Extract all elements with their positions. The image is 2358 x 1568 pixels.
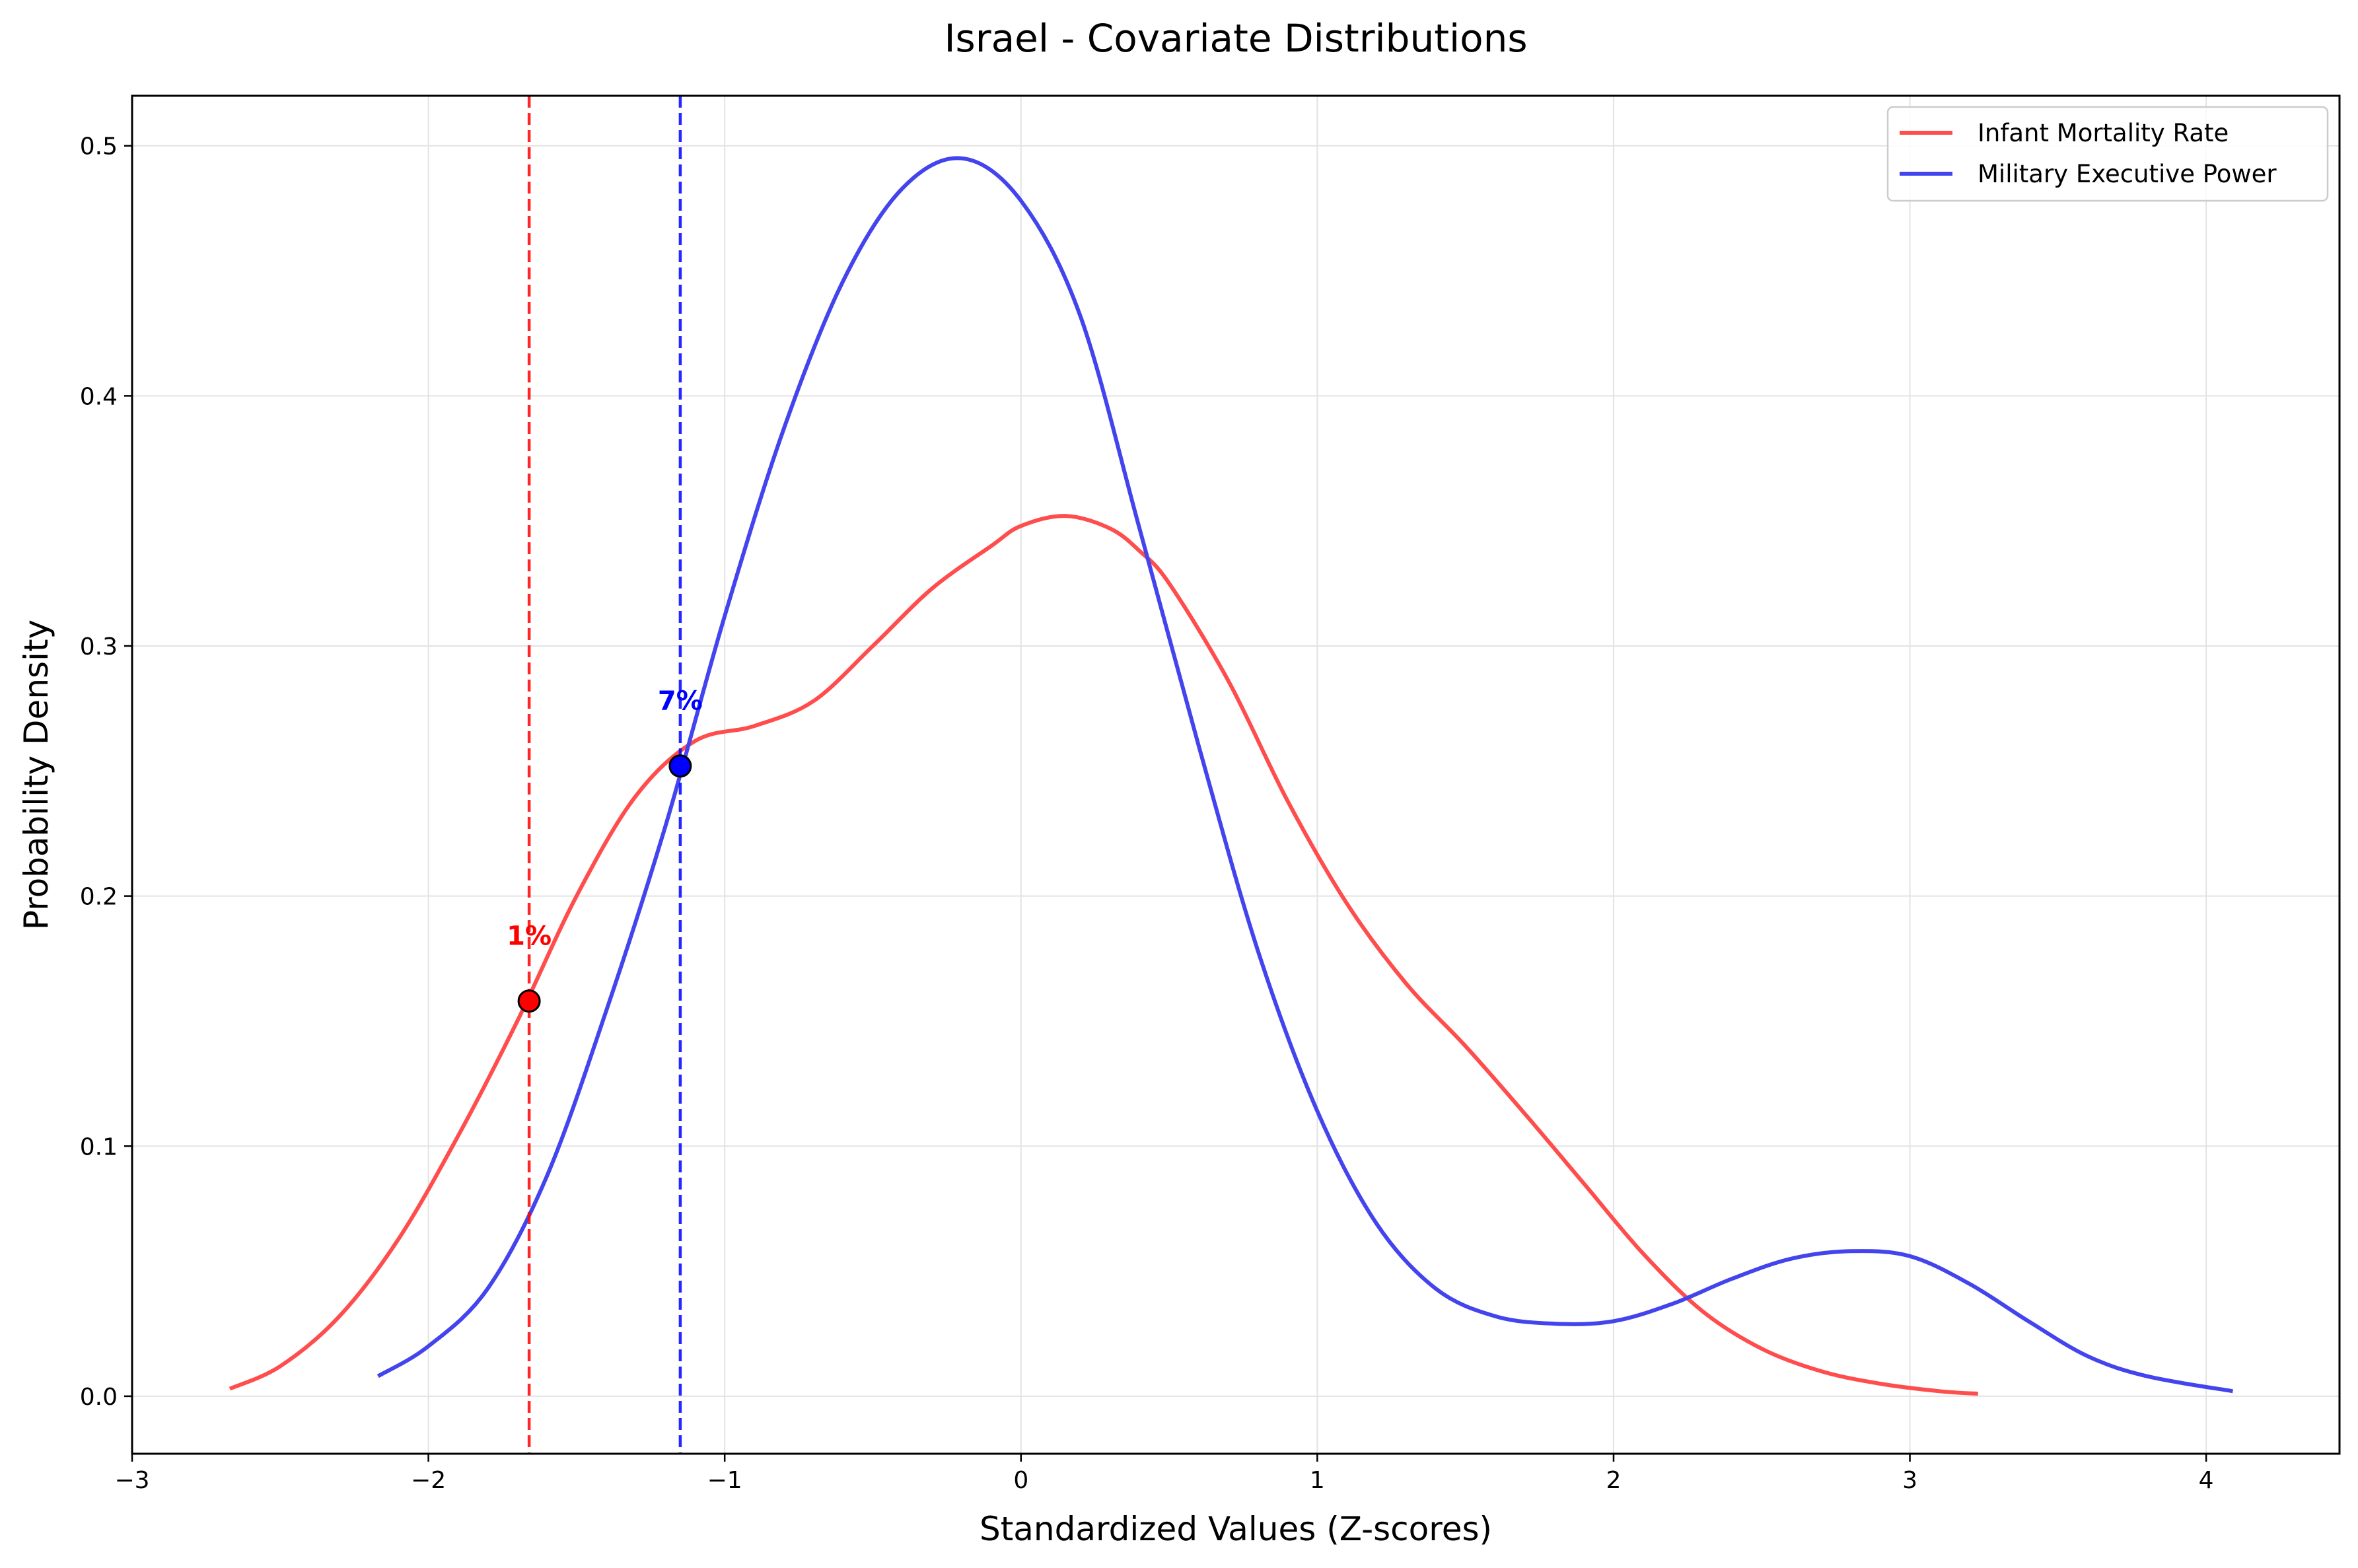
- y-tick-label: 0.3: [80, 633, 118, 660]
- infant-mortality-percent-label: 1%: [507, 921, 552, 952]
- ticks: −3 −2 −1 0 1 2 3 4 0.0 0.1 0.2 0.3 0.4 0.5: [80, 133, 2214, 1494]
- marker-layer: 1% 7%: [507, 96, 703, 1454]
- series-layer: [229, 156, 2234, 1396]
- legend-label-military-executive: Military Executive Power: [1978, 160, 2277, 188]
- x-tick-label: −2: [411, 1467, 446, 1494]
- infant-mortality-marker-point: [517, 989, 541, 1013]
- x-tick-label: 1: [1310, 1467, 1325, 1494]
- y-axis-label: Probability Density: [17, 620, 55, 930]
- x-tick-label: 0: [1013, 1467, 1028, 1494]
- y-tick-label: 0.5: [80, 133, 118, 160]
- chart-title: Israel - Covariate Distributions: [944, 16, 1527, 61]
- x-tick-label: −3: [114, 1467, 149, 1494]
- legend: Infant Mortality Rate Military Executive…: [1886, 106, 2329, 202]
- y-tick-label: 0.0: [80, 1384, 118, 1411]
- y-tick-label: 0.4: [80, 383, 118, 410]
- x-tick-label: 2: [1606, 1467, 1622, 1494]
- legend-label-infant-mortality: Infant Mortality Rate: [1978, 119, 2229, 147]
- military-executive-percent-label: 7%: [658, 686, 703, 717]
- legend-box: [1886, 106, 2329, 202]
- x-tick-label: 3: [1902, 1467, 1917, 1494]
- x-tick-label: −1: [707, 1467, 742, 1494]
- y-tick-label: 0.1: [80, 1133, 118, 1160]
- x-tick-label: 4: [2199, 1467, 2214, 1494]
- y-tick-label: 0.2: [80, 884, 118, 911]
- infant-mortality-rate-line: [229, 514, 1978, 1396]
- plot-frame: [131, 94, 2341, 1455]
- military-executive-marker-point: [668, 754, 692, 778]
- x-axis-label: Standardized Values (Z-scores): [980, 1510, 1492, 1548]
- military-executive-power-line: [376, 156, 2234, 1394]
